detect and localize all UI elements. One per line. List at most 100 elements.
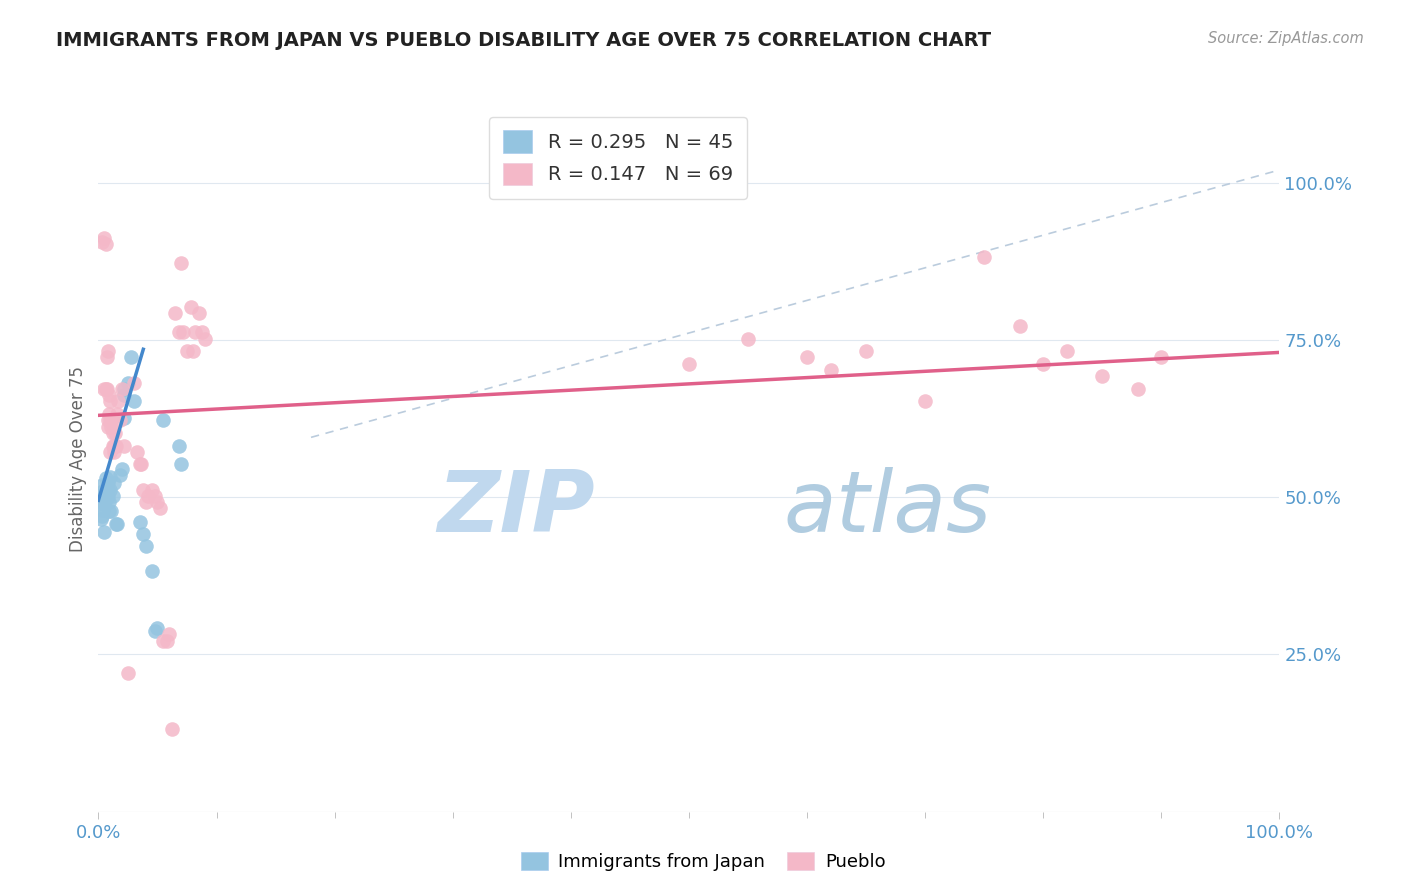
Point (167, 326, 190, 340)
Point (93, 231, 115, 245)
Point (97, 483, 120, 497)
Point (93, 496, 115, 510)
Point (143, 624, 166, 638)
Point (146, 621, 169, 635)
Point (117, 376, 139, 390)
Point (820, 363, 842, 377)
Point (128, 458, 150, 472)
Point (97, 419, 120, 434)
Point (105, 516, 128, 531)
Point (89, 496, 111, 510)
Point (96, 382, 118, 396)
Point (132, 483, 155, 497)
Point (170, 256, 193, 270)
Point (90, 512, 112, 526)
Point (143, 489, 166, 503)
Point (103, 445, 125, 459)
Point (100, 413, 122, 427)
Point (914, 394, 936, 409)
Point (141, 483, 163, 497)
Point (132, 526, 155, 541)
Point (112, 438, 135, 452)
Point (91, 235, 114, 250)
Point (98, 504, 121, 518)
Point (103, 476, 125, 491)
Point (121, 351, 143, 365)
Point (122, 376, 145, 390)
Point (97, 413, 120, 427)
Point (117, 666, 139, 681)
Point (1126, 382, 1149, 396)
Point (1008, 318, 1031, 333)
Point (91, 477, 114, 491)
Point (97, 476, 120, 491)
Point (194, 332, 217, 346)
Point (101, 438, 124, 452)
Point (146, 495, 169, 509)
Legend: Immigrants from Japan, Pueblo: Immigrants from Japan, Pueblo (513, 845, 893, 879)
Point (108, 413, 131, 427)
Point (181, 344, 204, 359)
Point (98, 407, 121, 421)
Point (111, 382, 134, 396)
Point (97, 489, 120, 503)
Point (136, 489, 159, 503)
Text: ZIP: ZIP (437, 467, 595, 550)
Point (160, 722, 183, 736)
Point (152, 413, 174, 427)
Point (96, 491, 118, 506)
Point (1091, 369, 1114, 384)
Point (91, 483, 114, 498)
Point (94, 382, 117, 396)
Point (170, 458, 193, 472)
Point (104, 438, 127, 452)
Point (98, 495, 121, 509)
Point (93, 382, 115, 396)
Point (98, 394, 121, 409)
Point (103, 438, 125, 452)
Point (98, 413, 121, 427)
Point (112, 411, 135, 425)
Point (737, 332, 759, 346)
Point (135, 539, 157, 553)
Point (796, 351, 818, 365)
Point (91, 491, 114, 506)
Point (91, 502, 114, 516)
Point (100, 504, 122, 518)
Point (973, 250, 995, 264)
Point (111, 462, 134, 476)
Point (100, 419, 122, 434)
Point (1150, 351, 1173, 365)
Point (1032, 357, 1054, 371)
Point (91, 508, 114, 523)
Point (97, 344, 120, 359)
Point (96, 477, 118, 491)
Text: IMMIGRANTS FROM JAPAN VS PUEBLO DISABILITY AGE OVER 75 CORRELATION CHART: IMMIGRANTS FROM JAPAN VS PUEBLO DISABILI… (56, 31, 991, 50)
Point (105, 516, 128, 531)
Text: atlas: atlas (783, 467, 991, 550)
Legend: R = 0.295   N = 45, R = 0.147   N = 69: R = 0.295 N = 45, R = 0.147 N = 69 (489, 117, 747, 199)
Point (176, 344, 198, 359)
Point (184, 326, 207, 340)
Point (98, 470, 121, 484)
Point (94, 491, 117, 506)
Point (101, 489, 124, 503)
Point (129, 458, 152, 472)
Point (90, 490, 112, 504)
Point (98, 483, 121, 497)
Point (191, 326, 214, 340)
Point (108, 468, 131, 483)
Point (98, 388, 121, 402)
Point (107, 394, 129, 409)
Point (94, 471, 117, 485)
Point (165, 306, 187, 320)
Text: Source: ZipAtlas.com: Source: ZipAtlas.com (1208, 31, 1364, 46)
Point (180, 300, 202, 314)
Point (122, 394, 145, 409)
Point (156, 633, 179, 648)
Point (678, 357, 700, 371)
Point (93, 490, 115, 504)
Point (101, 425, 124, 440)
Point (105, 407, 128, 421)
Point (127, 445, 149, 459)
